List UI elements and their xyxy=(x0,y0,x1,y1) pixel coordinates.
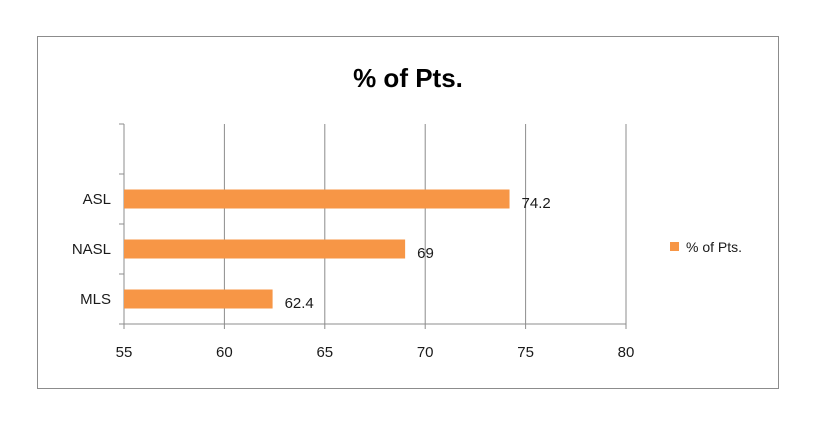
x-tick-label: 80 xyxy=(618,344,635,361)
legend-label: % of Pts. xyxy=(686,239,742,255)
legend: % of Pts. xyxy=(670,239,742,255)
bar-asl xyxy=(124,189,510,209)
x-tick-label: 60 xyxy=(216,344,233,361)
gridlines xyxy=(223,124,627,324)
category-label: MLS xyxy=(80,291,111,308)
category-label: ASL xyxy=(83,191,111,208)
labels: 55 60 65 70 75 80 MLS 62.4 NASL 69 ASL 74.2 xyxy=(72,191,635,361)
x-tick-label: 65 xyxy=(316,344,333,361)
legend-swatch xyxy=(670,242,679,251)
x-tick-label: 70 xyxy=(417,344,434,361)
category-label: NASL xyxy=(72,241,111,258)
chart-title: % of Pts. xyxy=(353,63,463,93)
bar-nasl xyxy=(124,239,406,259)
data-label: 62.4 xyxy=(285,295,314,312)
data-label: 69 xyxy=(417,245,434,262)
x-tick-label: 75 xyxy=(517,344,534,361)
bars xyxy=(124,189,510,309)
chart-frame xyxy=(37,36,779,389)
data-label: 74.2 xyxy=(522,195,551,212)
bar-mls xyxy=(124,289,273,309)
x-tick-label: 55 xyxy=(116,344,133,361)
